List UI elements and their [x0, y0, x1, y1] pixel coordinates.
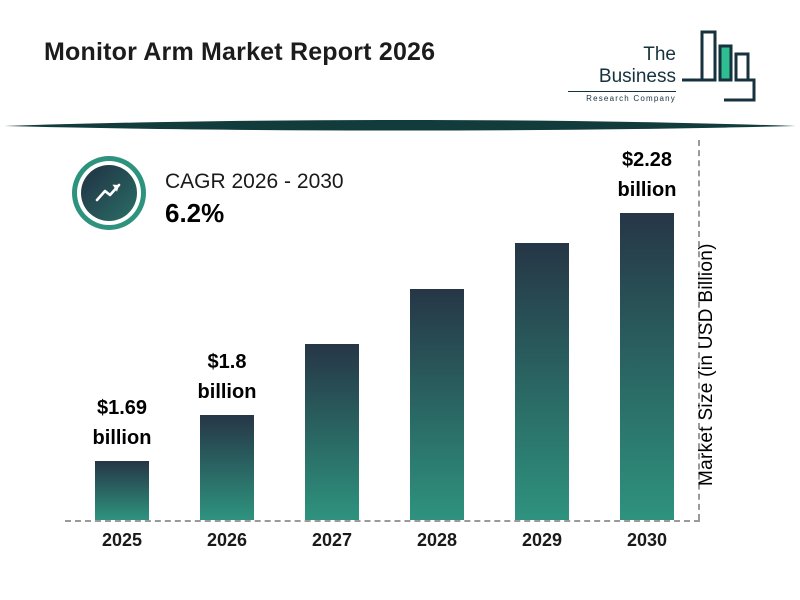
cagr-label: CAGR 2026 - 2030 [165, 170, 344, 193]
company-logo: The Business Research Company [560, 26, 760, 110]
x-tick-2025: 2025 [101, 530, 143, 550]
bar-value-label-2030: $2.28 billion [617, 149, 677, 201]
bar-2025 [95, 461, 149, 520]
x-tick-2026: 2026 [206, 530, 248, 550]
logo-text: The Business Research Company [568, 44, 676, 103]
x-axis-ticks: 2025 2026 2027 2028 2029 2030 [65, 530, 700, 556]
right-dashed-axis-line [698, 140, 700, 520]
chart-plot: $1.69 billion $1.8 billion $2.28 billion [65, 130, 700, 522]
x-tick-2028: 2028 [416, 530, 458, 550]
bar-value-label-2026: $1.8 billion [197, 351, 257, 403]
cagr-value: 6.2% [165, 198, 225, 228]
divider-line [4, 120, 796, 131]
logo-line1: The Business [598, 44, 676, 87]
y-axis-label: Market Size (in USD Billion) [696, 243, 717, 487]
bar-2030 [620, 213, 674, 520]
bar-2028 [410, 289, 464, 520]
bar-2027 [305, 344, 359, 520]
bar-2026 [200, 415, 254, 520]
x-tick-2027: 2027 [311, 530, 353, 550]
cagr-badge [72, 156, 146, 230]
trend-up-arrow-icon [95, 183, 121, 202]
bar-chart-logo-icon [682, 30, 756, 102]
page-title: Monitor Arm Market Report 2026 [44, 38, 436, 66]
logo-line2: Research Company [568, 91, 676, 103]
x-tick-2030: 2030 [626, 530, 668, 550]
bar-2029 [515, 243, 569, 520]
bar-value-label-2025: $1.69 billion [92, 397, 152, 449]
x-tick-2029: 2029 [521, 530, 563, 550]
